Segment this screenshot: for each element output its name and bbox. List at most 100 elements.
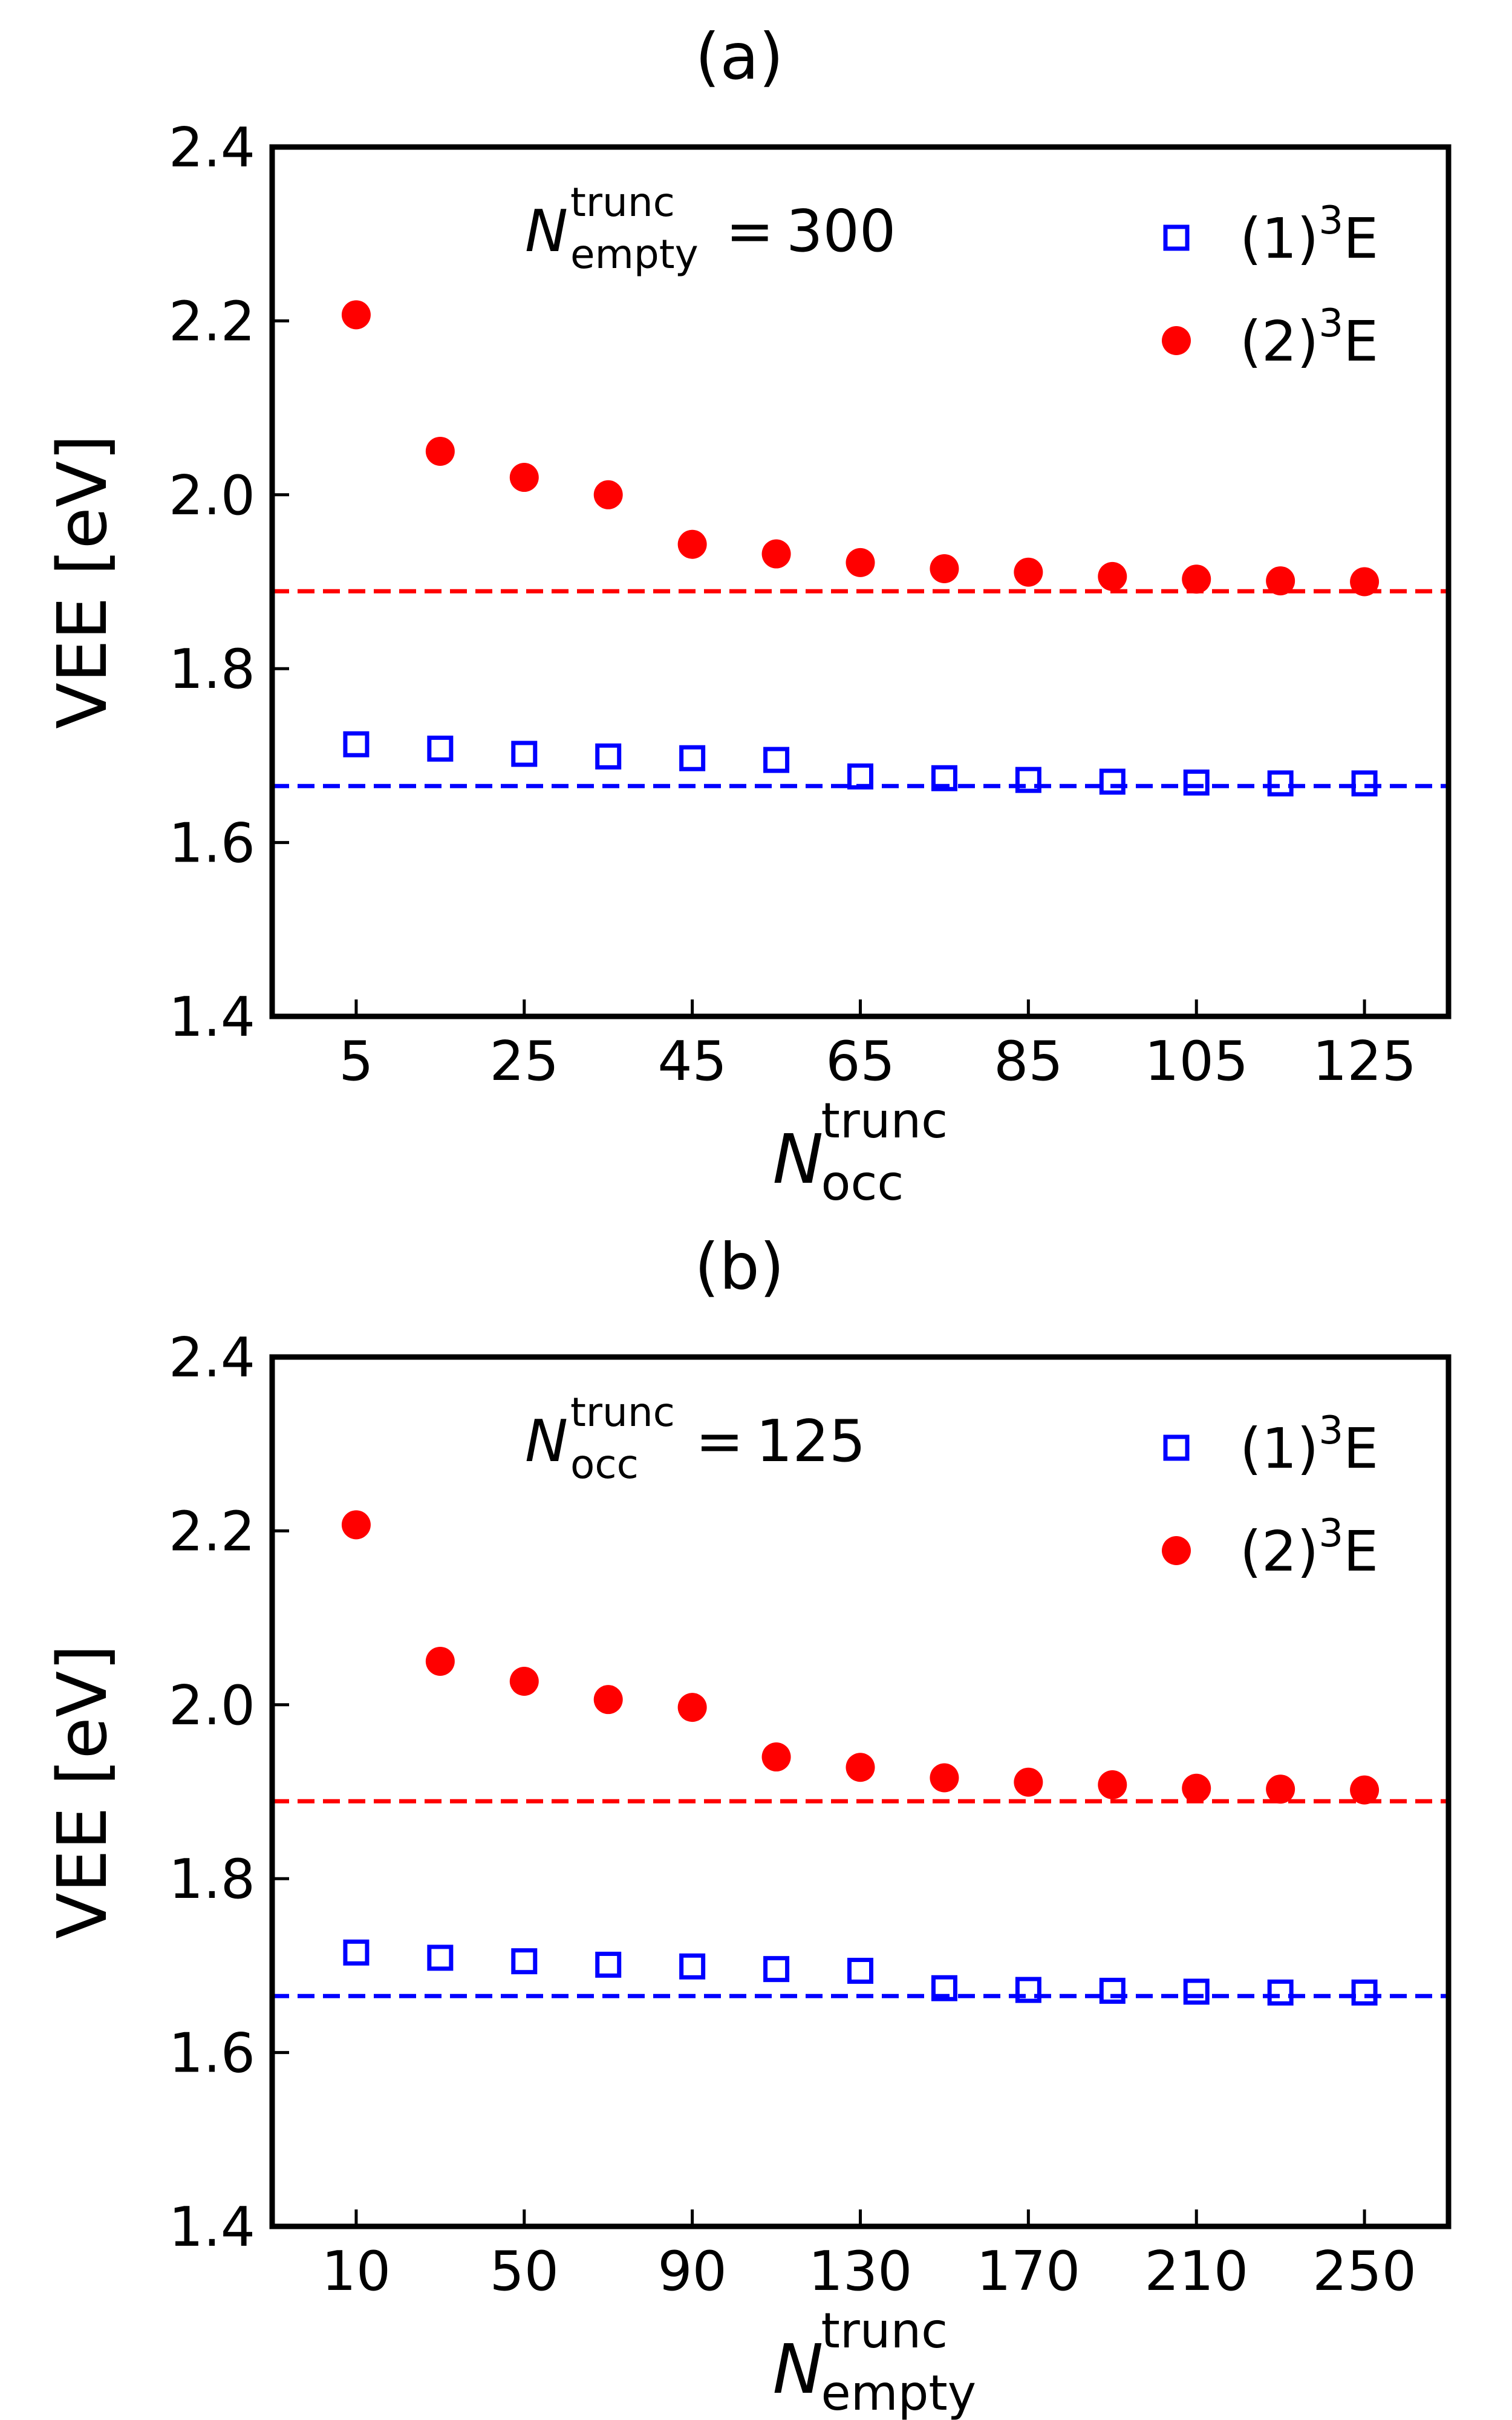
data-point-series-1 xyxy=(679,745,706,771)
data-point-series-2 xyxy=(593,480,623,509)
x-tick-label: 25 xyxy=(490,1030,559,1093)
legend-label-name: (1) xyxy=(1240,206,1318,271)
data-point-series-2 xyxy=(1182,1773,1211,1803)
y-tick-label: 2.4 xyxy=(169,116,255,180)
data-point-series-2 xyxy=(930,1763,959,1793)
legend-marker-series-1 xyxy=(1163,224,1190,251)
chart-panel-b: (b) 1.4 1.6 1.8 2.0 2.2 2.4 10 50 90 130 170 210 250 V… xyxy=(44,1230,1452,2420)
annotation-superscript: trunc xyxy=(570,179,675,226)
x-tick-label: 105 xyxy=(1144,1030,1248,1093)
x-tick-label: 130 xyxy=(809,2240,913,2303)
data-point-series-1 xyxy=(1183,769,1210,796)
x-tick-label: 90 xyxy=(657,2240,727,2303)
legend-label-superscript: 3 xyxy=(1318,1408,1343,1453)
data-point-series-2 xyxy=(1350,567,1380,597)
data-point-series-2 xyxy=(1014,557,1043,587)
chart-panel-a: (a) 1.4 1.6 1.8 2.0 2.2 2.4 5 25 45 65 85 105 125 VEE … xyxy=(44,20,1452,1211)
data-point-series-2 xyxy=(425,436,455,466)
y-tick-label: 1.6 xyxy=(169,812,255,875)
data-point-series-1 xyxy=(427,1944,454,1971)
x-tick-label: 210 xyxy=(1144,2240,1248,2303)
legend-marker-series-1 xyxy=(1163,1434,1190,1461)
x-tick-label: 250 xyxy=(1312,2240,1416,2303)
data-point-series-1 xyxy=(1267,770,1294,797)
data-point-series-1 xyxy=(847,1958,873,1984)
data-point-series-1 xyxy=(763,747,790,773)
data-point-series-2 xyxy=(1098,1770,1127,1800)
x-tick-label: 45 xyxy=(657,1030,727,1093)
data-point-series-1 xyxy=(427,735,454,762)
data-point-series-1 xyxy=(595,1951,622,1978)
data-point-series-1 xyxy=(679,1953,706,1980)
data-point-series-1 xyxy=(511,1948,538,1975)
data-point-series-1 xyxy=(1015,767,1041,793)
data-point-series-1 xyxy=(1183,1978,1210,2005)
x-tick-label: 85 xyxy=(994,1030,1063,1093)
y-tick-label: 2.4 xyxy=(169,1326,255,1390)
data-point-series-2 xyxy=(509,463,539,492)
annotation-equals: = xyxy=(726,198,774,265)
data-point-series-1 xyxy=(343,731,370,757)
y-tick-label: 2.2 xyxy=(169,1500,255,1563)
y-tick-label: 2.2 xyxy=(169,290,255,353)
data-point-series-1 xyxy=(1099,1978,1126,2004)
annotation-value: 300 xyxy=(786,198,896,265)
x-axis-label-superscript: trunc xyxy=(821,1093,948,1149)
legend-label-name: (1) xyxy=(1240,1416,1318,1481)
legend-label-series-2: (2)3E xyxy=(1240,301,1378,374)
data-point-series-1 xyxy=(847,763,873,790)
legend-label-tail: E xyxy=(1343,309,1378,374)
legend-label-name: (2) xyxy=(1240,309,1318,374)
data-point-series-2 xyxy=(593,1685,623,1715)
data-point-series-1 xyxy=(1267,1979,1294,2006)
data-point-series-2 xyxy=(761,1742,791,1772)
data-point-series-2 xyxy=(1350,1775,1380,1805)
legend-label-tail: E xyxy=(1343,1416,1378,1481)
data-point-series-2 xyxy=(930,554,959,583)
annotation-symbol: N xyxy=(525,1408,568,1475)
legend-marker-series-2 xyxy=(1162,1536,1191,1565)
data-point-series-2 xyxy=(846,548,875,577)
legend-label-superscript: 3 xyxy=(1318,198,1343,243)
data-point-series-2 xyxy=(341,300,371,330)
annotation-equals: = xyxy=(696,1408,744,1475)
panel-title: (b) xyxy=(694,1230,784,1304)
data-point-series-2 xyxy=(1182,564,1211,594)
data-point-series-1 xyxy=(931,765,957,791)
x-tick-label: 170 xyxy=(976,2240,1080,2303)
data-point-series-2 xyxy=(677,1693,707,1722)
plot-frame xyxy=(269,144,1452,1019)
legend-marker-series-2 xyxy=(1162,326,1191,355)
data-point-series-2 xyxy=(677,529,707,559)
y-tick-label: 1.8 xyxy=(169,638,255,701)
y-tick-label: 1.4 xyxy=(169,986,255,1049)
x-tick-label: 10 xyxy=(322,2240,391,2303)
x-axis-label: N xyxy=(773,1120,824,1199)
legend-label-series-1: (1)3E xyxy=(1240,198,1378,271)
y-tick-label: 1.4 xyxy=(169,2196,255,2259)
annotation-superscript: trunc xyxy=(570,1389,675,1436)
legend-label-tail: E xyxy=(1343,1519,1378,1584)
y-tick-label: 2.0 xyxy=(169,1674,255,1738)
data-point-series-1 xyxy=(595,743,622,770)
x-tick-label: 125 xyxy=(1312,1030,1416,1093)
data-point-series-1 xyxy=(343,1939,370,1966)
y-axis-label: VEE [eV] xyxy=(44,434,122,729)
x-axis-label-subscript: occ xyxy=(821,1155,904,1211)
legend-label-tail: E xyxy=(1343,206,1378,271)
annotation-symbol: N xyxy=(525,198,568,265)
legend-label-superscript: 3 xyxy=(1318,1511,1343,1556)
data-point-series-1 xyxy=(1351,770,1378,797)
y-axis-label: VEE [eV] xyxy=(44,1644,122,1939)
data-point-series-2 xyxy=(509,1667,539,1696)
plot-frame xyxy=(269,1354,1452,2229)
y-tick-label: 1.8 xyxy=(169,1848,255,1911)
data-point-series-2 xyxy=(341,1510,371,1540)
legend-label-superscript: 3 xyxy=(1318,301,1343,346)
data-point-series-1 xyxy=(511,741,538,767)
annotation-subscript: empty xyxy=(570,231,699,278)
data-point-series-2 xyxy=(1014,1767,1043,1797)
x-axis-label-superscript: trunc xyxy=(821,2303,948,2359)
legend-label-name: (2) xyxy=(1240,1519,1318,1584)
